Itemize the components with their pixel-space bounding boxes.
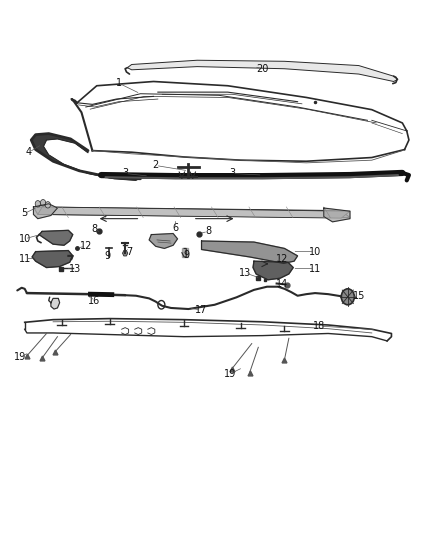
Text: 4: 4: [26, 147, 32, 157]
Text: 19: 19: [14, 352, 26, 362]
Polygon shape: [51, 298, 60, 309]
Polygon shape: [31, 134, 141, 180]
Text: 3: 3: [122, 168, 128, 179]
Polygon shape: [33, 207, 350, 217]
Text: 15: 15: [353, 290, 365, 301]
Text: 6: 6: [172, 223, 178, 233]
Polygon shape: [127, 60, 398, 82]
Circle shape: [341, 289, 354, 305]
Text: 16: 16: [88, 296, 101, 306]
Polygon shape: [123, 251, 128, 256]
Circle shape: [35, 200, 40, 207]
Polygon shape: [324, 208, 350, 222]
Text: 2: 2: [152, 160, 159, 171]
Polygon shape: [253, 261, 293, 280]
Circle shape: [45, 201, 50, 208]
Text: 13: 13: [239, 268, 251, 278]
Text: 1: 1: [116, 78, 122, 88]
Polygon shape: [38, 207, 350, 218]
Text: 8: 8: [92, 224, 98, 235]
Text: 10: 10: [309, 247, 321, 256]
Text: 11: 11: [309, 264, 321, 273]
Polygon shape: [182, 248, 187, 257]
Text: 10: 10: [18, 234, 31, 244]
Text: 19: 19: [224, 369, 236, 379]
Polygon shape: [32, 251, 73, 268]
Polygon shape: [39, 230, 73, 245]
Text: 12: 12: [276, 254, 289, 263]
Text: 5: 5: [21, 208, 28, 219]
Text: 7: 7: [127, 247, 133, 256]
Polygon shape: [201, 241, 297, 263]
Polygon shape: [149, 233, 177, 248]
Text: 17: 17: [195, 305, 208, 315]
Text: 14: 14: [276, 279, 289, 288]
Text: 9: 9: [105, 251, 111, 261]
Text: 11: 11: [18, 254, 31, 264]
Text: 8: 8: [205, 227, 211, 237]
Text: 18: 18: [313, 321, 325, 331]
Text: 13: 13: [69, 264, 81, 274]
Text: 20: 20: [257, 64, 269, 74]
Text: 9: 9: [183, 250, 189, 260]
Text: 12: 12: [80, 241, 92, 251]
Polygon shape: [33, 204, 57, 219]
Circle shape: [40, 199, 46, 206]
Text: 3: 3: [229, 168, 235, 179]
